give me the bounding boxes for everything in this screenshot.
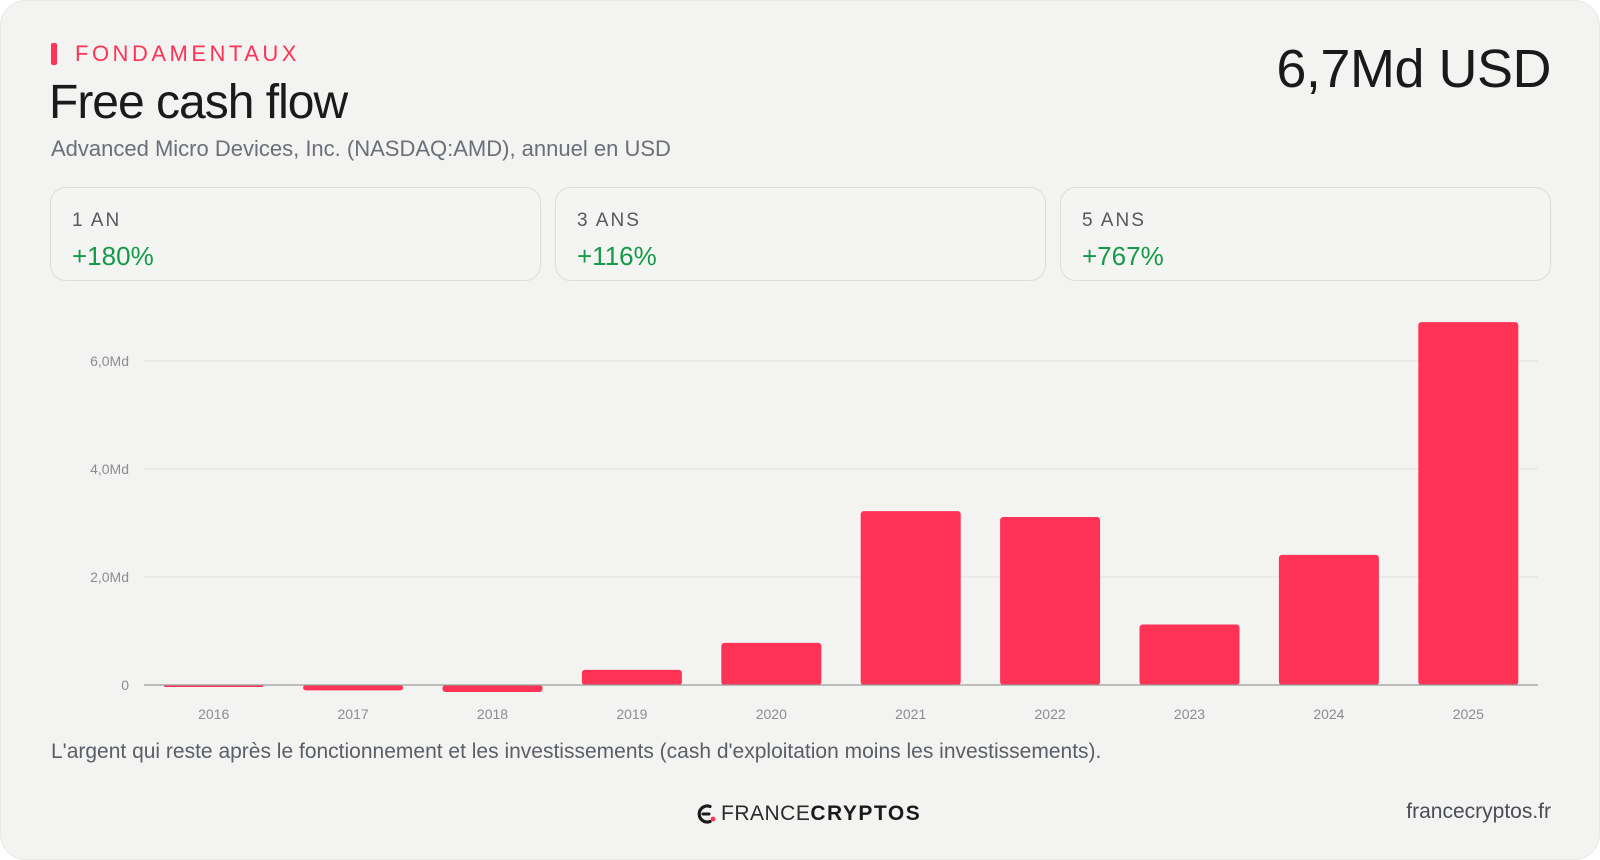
bar-2018 (442, 685, 543, 693)
headline-value: 6,7Md USD (1276, 39, 1551, 99)
bar-2023 (1139, 624, 1240, 685)
stat-value: +767% (1082, 241, 1164, 271)
bar-2019 (581, 669, 682, 685)
y-tick-label: 0 (121, 677, 129, 693)
x-tick-label: 2023 (1174, 706, 1205, 722)
x-tick-label: 2017 (338, 706, 369, 722)
bar-2021 (860, 511, 961, 685)
bar-2024 (1278, 554, 1379, 685)
chart-subtitle: Advanced Micro Devices, Inc. (NASDAQ:AMD… (51, 136, 671, 161)
chart-caption: L'argent qui reste après le fonctionneme… (51, 740, 1102, 763)
x-tick-label: 2025 (1453, 706, 1484, 722)
bar-2025 (1418, 322, 1519, 685)
y-tick-label: 6,0Md (90, 353, 129, 369)
francecryptos-logo-icon (697, 804, 716, 824)
bar-chart: 0 2,0Md 4,0Md 6,0Md 2016 2017 2018 2019 2020 2021… (90, 322, 1538, 722)
stat-label: 5 ANS (1082, 210, 1146, 231)
stat-label: 1 AN (72, 210, 122, 231)
growth-stats: 1 AN +180% 3 ANS +116% 5 ANS +767% (50, 187, 1551, 281)
eyebrow-label: FONDAMENTAUX (75, 41, 300, 66)
brand-logo: FRANCE CRYPTOS (695, 801, 921, 827)
stat-label: 3 ANS (577, 210, 641, 231)
chart-title: Free cash flow (49, 76, 348, 129)
bar-2020 (721, 642, 822, 685)
x-tick-label: 2016 (198, 706, 229, 722)
x-tick-label: 2020 (756, 706, 787, 722)
site-link: francecryptos.fr (1406, 800, 1551, 823)
stat-card-1y: 1 AN +180% (50, 187, 541, 281)
stat-value: +180% (72, 241, 154, 271)
y-tick-label: 2,0Md (90, 569, 129, 585)
bar-2017 (303, 685, 404, 691)
accent-bar (51, 43, 57, 65)
brand-name-part2: CRYPTOS (810, 802, 922, 825)
x-tick-label: 2024 (1313, 706, 1344, 722)
x-tick-label: 2021 (895, 706, 926, 722)
x-tick-label: 2018 (477, 706, 508, 722)
brand-name-part1: FRANCE (721, 802, 811, 825)
stat-card-5y: 5 ANS +767% (1060, 187, 1551, 281)
y-tick-label: 4,0Md (90, 461, 129, 477)
stat-card-3y: 3 ANS +116% (555, 187, 1046, 281)
x-tick-label: 2022 (1035, 706, 1066, 722)
stat-value: +116% (577, 241, 657, 271)
section-eyebrow: FONDAMENTAUX (51, 41, 300, 67)
bar-2022 (1000, 517, 1101, 685)
x-tick-label: 2019 (616, 706, 647, 722)
